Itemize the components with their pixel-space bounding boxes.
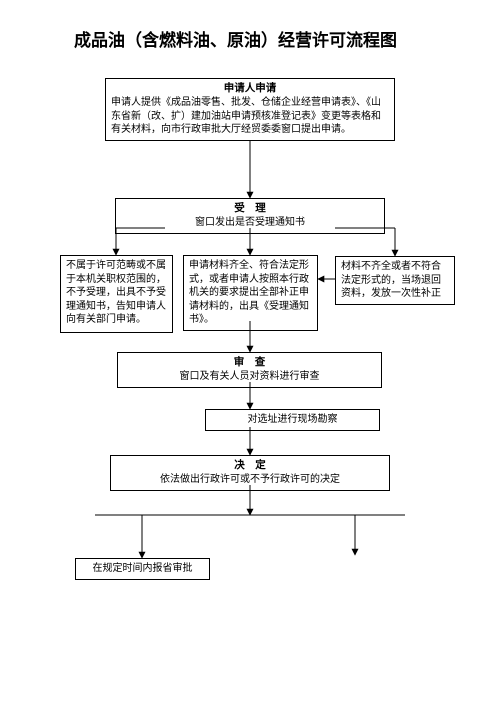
node-decide: 决 定 依法做出行政许可或不予行政许可的决定: [110, 455, 390, 491]
node-decide-body: 依法做出行政许可或不予行政许可的决定: [116, 473, 384, 487]
node-accept-body: 窗口发出是否受理通知书: [121, 216, 379, 230]
node-site-inspect-body: 对选址进行现场勘察: [211, 413, 374, 427]
node-review-body: 窗口及有关人员对资料进行审查: [123, 370, 376, 384]
node-site-inspect: 对选址进行现场勘察: [205, 409, 380, 431]
node-incomplete-body: 材料不齐全或者不符合法定形式的，当场退回资料，发放一次性补正: [341, 260, 449, 301]
node-report-body: 在规定时间内报省审批: [81, 562, 204, 576]
node-accept-header: 受 理: [121, 202, 379, 216]
node-review: 审 查 窗口及有关人员对资料进行审查: [117, 352, 382, 388]
node-review-header: 审 查: [123, 356, 376, 370]
page-title: 成品油（含燃料油、原油）经营许可流程图: [74, 30, 444, 51]
node-complete-body: 申请材料齐全、符合法定形式，或者申请人按照本行政机关的要求提出全部补正申请材料的…: [189, 259, 312, 327]
node-report: 在规定时间内报省审批: [75, 558, 210, 580]
node-apply-header: 申请人申请: [111, 82, 389, 96]
node-apply-body: 申请人提供《成品油零售、批发、仓储企业经营申请表》、《山东省新（改、扩）建加油站…: [111, 96, 389, 137]
node-reject: 不属于许可范畴或不属于本机关职权范围的，不予受理，出具不予受理通知书，告知申请人…: [60, 255, 173, 333]
node-accept: 受 理 窗口发出是否受理通知书: [115, 198, 385, 234]
node-apply: 申请人申请 申请人提供《成品油零售、批发、仓储企业经营申请表》、《山东省新（改、…: [105, 78, 395, 141]
node-decide-header: 决 定: [116, 459, 384, 473]
node-complete: 申请材料齐全、符合法定形式，或者申请人按照本行政机关的要求提出全部补正申请材料的…: [183, 255, 318, 331]
node-incomplete: 材料不齐全或者不符合法定形式的，当场退回资料，发放一次性补正: [335, 256, 455, 305]
node-reject-body: 不属于许可范畴或不属于本机关职权范围的，不予受理，出具不予受理通知书，告知申请人…: [66, 259, 167, 327]
